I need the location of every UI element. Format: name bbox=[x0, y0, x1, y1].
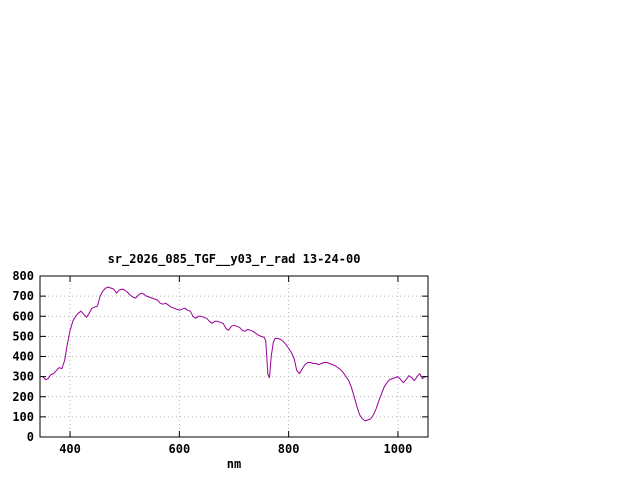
y-tick-label: 800 bbox=[12, 269, 34, 283]
y-tick-label: 700 bbox=[12, 289, 34, 303]
x-tick-label: 1000 bbox=[383, 442, 412, 456]
tick-layer bbox=[40, 275, 428, 438]
y-tick-label: 200 bbox=[12, 390, 34, 404]
grid-layer bbox=[40, 275, 428, 438]
y-tick-label: 100 bbox=[12, 410, 34, 424]
y-tick-label: 400 bbox=[12, 350, 34, 364]
y-tick-label: 300 bbox=[12, 370, 34, 384]
y-tick-label: 0 bbox=[27, 430, 34, 444]
x-tick-label: 800 bbox=[278, 442, 300, 456]
tick-label-layer: 400 600 800 1000 0 100 200 300 400 500 600 700 800 bbox=[12, 269, 412, 456]
y-tick-label: 600 bbox=[12, 309, 34, 323]
chart-title: sr_2026_085_TGF__y03_r_rad 13-24-00 bbox=[108, 252, 361, 267]
x-tick-label: 600 bbox=[169, 442, 191, 456]
y-tick-label: 500 bbox=[12, 329, 34, 343]
x-tick-label: 400 bbox=[59, 442, 81, 456]
series-line bbox=[42, 286, 426, 422]
series-layer bbox=[42, 286, 426, 422]
plot-border bbox=[39, 275, 429, 438]
x-axis-label: nm bbox=[227, 457, 241, 471]
